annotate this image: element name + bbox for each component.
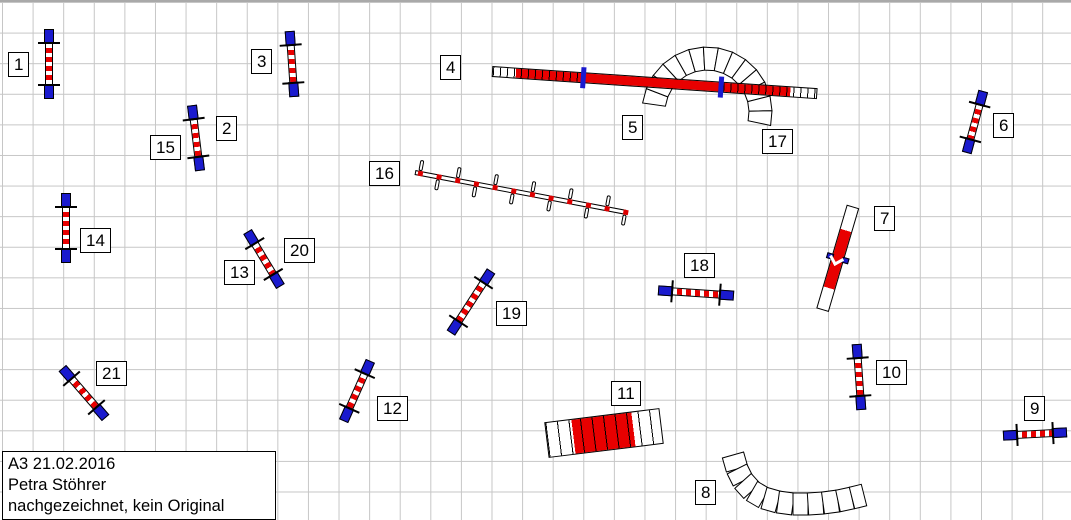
obstacle-number-label-3: 3 [251, 49, 273, 74]
obstacle-number-label-5: 5 [622, 115, 644, 140]
credit-line-author: Petra Stöhrer [8, 476, 107, 494]
jump-wing-tick [38, 84, 60, 86]
weave-pole [436, 174, 442, 180]
weave-pole [492, 184, 499, 191]
weave-pole [604, 205, 611, 212]
obstacle-number-label-7: 7 [874, 206, 896, 231]
jump-wing-tick [38, 42, 60, 44]
obstacle-number-label-15: 15 [150, 135, 181, 160]
weave-pole [417, 170, 424, 177]
tunnel-curved-8-segment [848, 483, 868, 510]
credit-line-note: nachgezeichnet, kein Original [8, 497, 225, 515]
obstacle-number-label-21: 21 [96, 361, 127, 386]
obstacle-number-label-8: 8 [695, 480, 717, 505]
obstacle-number-label-20: 20 [284, 238, 315, 263]
weave-pole [529, 191, 536, 198]
obstacle-number-label-16: 16 [369, 161, 400, 186]
tunnel-curved-8-segment [775, 490, 796, 516]
credit-line-course: A3 21.02.2016 [8, 455, 116, 473]
jump-14 [55, 193, 77, 263]
jump-wing [61, 248, 71, 263]
weave-pole [510, 188, 517, 195]
jump-bar [45, 43, 53, 85]
obstacle-number-label-9: 9 [1024, 396, 1046, 421]
obstacle-number-label-1: 1 [8, 52, 30, 77]
tunnel-curved-5-17-segment [747, 110, 773, 127]
tunnel-curved-8-segment [792, 492, 809, 516]
obstacle-number-label-11: 11 [611, 381, 641, 406]
obstacle-number-label-6: 6 [993, 113, 1015, 138]
obstacle-number-label-4: 4 [440, 55, 462, 80]
weave-pole [622, 209, 629, 216]
jump-wing [44, 84, 54, 99]
weave-pole [585, 202, 592, 209]
jump-1 [38, 29, 60, 99]
field-top-border [0, 0, 1071, 2]
obstacle-number-label-12: 12 [377, 396, 408, 421]
jump-wing-tick [55, 248, 77, 250]
obstacle-number-label-14: 14 [80, 228, 111, 253]
obstacle-number-label-10: 10 [876, 360, 907, 385]
obstacle-number-label-2: 2 [216, 116, 238, 141]
weave-pole [473, 181, 480, 188]
jump-wing-tick [55, 206, 77, 208]
obstacle-number-label-13: 13 [224, 260, 255, 285]
jump-bar [62, 207, 70, 249]
credit-box: A3 21.02.2016 Petra Stöhrer nachgezeichn… [2, 451, 276, 520]
weave-pole [548, 195, 555, 202]
weave-pole [454, 177, 461, 184]
tunnel-curved-8-segment [806, 491, 825, 516]
obstacle-number-label-19: 19 [496, 301, 527, 326]
obstacle-number-label-17: 17 [762, 129, 793, 154]
weave-pole [566, 198, 573, 205]
obstacle-number-label-18: 18 [684, 253, 715, 278]
